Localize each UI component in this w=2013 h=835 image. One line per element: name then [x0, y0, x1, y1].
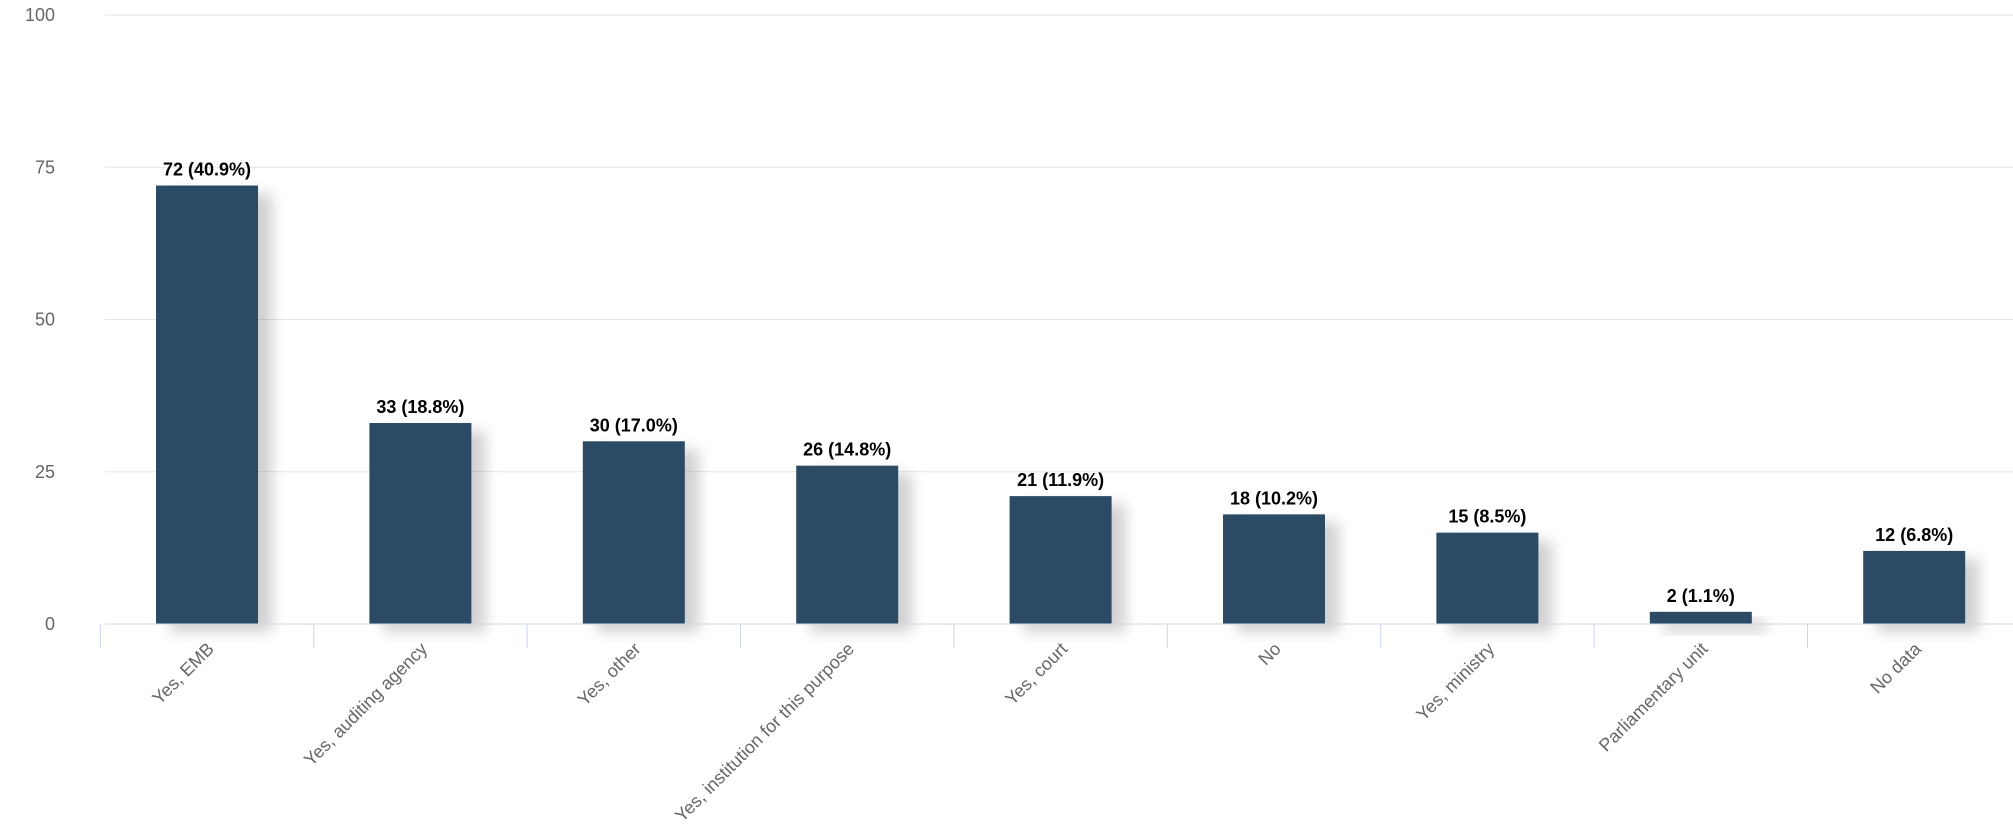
bars: [156, 185, 1966, 624]
data-label: 72 (40.9%): [163, 160, 251, 180]
data-label: 15 (8.5%): [1448, 507, 1526, 527]
bar[interactable]: [156, 185, 258, 624]
x-tick-label: No: [1254, 639, 1284, 669]
x-tick-label: Yes, institution for this purpose: [671, 639, 858, 826]
gridlines: [105, 14, 2013, 473]
bar[interactable]: [1863, 550, 1966, 624]
y-tick-label: 75: [35, 157, 55, 177]
x-tick-label: Yes, EMB: [148, 639, 218, 709]
y-tick-label: 25: [35, 462, 55, 482]
data-label: 30 (17.0%): [590, 415, 678, 435]
y-tick-label: 50: [35, 310, 55, 330]
data-label: 12 (6.8%): [1875, 525, 1953, 545]
bar[interactable]: [1649, 611, 1752, 624]
x-tick-label: Yes, auditing agency: [300, 639, 431, 770]
bar[interactable]: [369, 423, 472, 624]
bar[interactable]: [1223, 514, 1325, 624]
x-tick-label: No data: [1866, 638, 1925, 697]
y-tick-label: 100: [25, 5, 55, 25]
x-tick-label: Yes, ministry: [1412, 639, 1498, 725]
data-labels: 72 (40.9%) 33 (18.8%) 30 (17.0%) 26 (14.8%)…: [163, 160, 1953, 606]
data-label: 2 (1.1%): [1667, 586, 1735, 606]
bar[interactable]: [1009, 496, 1112, 624]
bar[interactable]: [1436, 532, 1539, 624]
data-label: 18 (10.2%): [1230, 488, 1318, 508]
x-tick-label: Parliamentary unit: [1595, 639, 1712, 756]
x-tick-label: Yes, other: [574, 639, 645, 710]
x-tick-label: Yes, court: [1001, 639, 1071, 709]
data-label: 21 (11.9%): [1017, 470, 1104, 490]
x-axis-labels: Yes, EMB Yes, auditing agency Yes, other Ye…: [148, 638, 1925, 826]
x-axis: [99, 623, 2013, 648]
y-axis-labels: 0 25 50 75 100: [25, 5, 55, 634]
y-tick-label: 0: [45, 614, 55, 634]
data-label: 26 (14.8%): [803, 440, 891, 460]
bar[interactable]: [582, 441, 685, 624]
data-label: 33 (18.8%): [376, 397, 464, 417]
bar[interactable]: [796, 465, 899, 624]
